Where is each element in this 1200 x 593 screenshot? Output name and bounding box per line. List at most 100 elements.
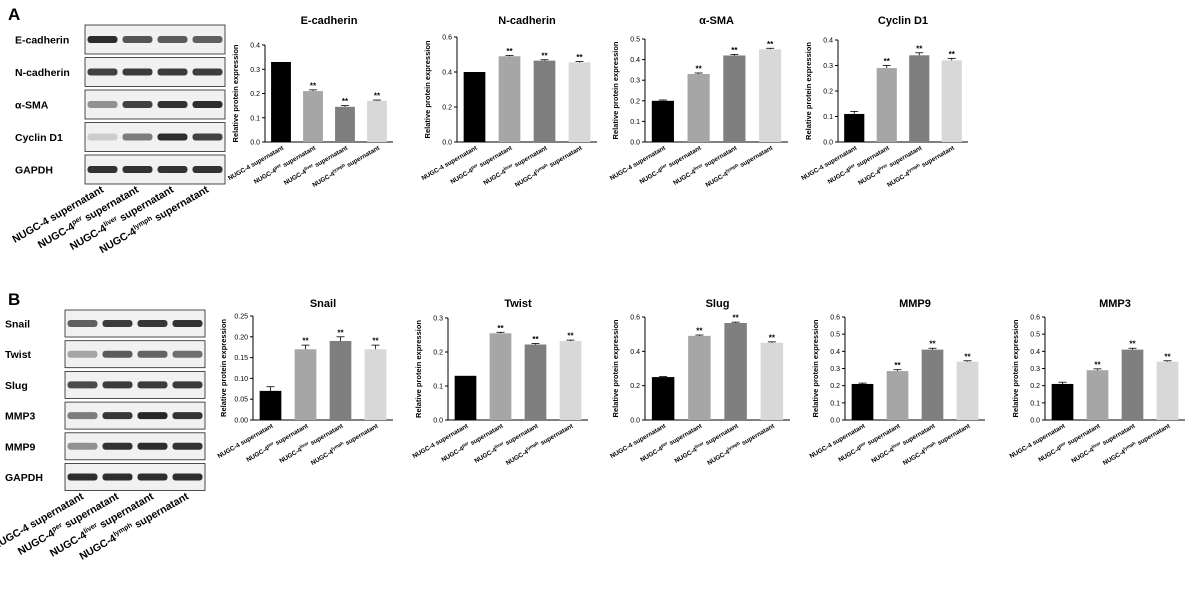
significance-mark: **: [884, 57, 891, 66]
blot-band: [87, 36, 118, 43]
blot-band: [172, 350, 203, 358]
y-tick-label: 0.3: [823, 63, 833, 70]
x-tick-label: NUGC-4liver supernatant: [673, 421, 741, 465]
y-tick-label: 0.0: [823, 140, 833, 147]
blot-band: [137, 381, 168, 389]
y-tick-label: 0.2: [630, 383, 640, 390]
y-tick-label: 0.3: [433, 316, 443, 323]
bar: [294, 349, 317, 420]
significance-mark: **: [894, 361, 901, 370]
x-tick-label: NUGC-4 supernatant: [609, 422, 668, 460]
bar: [335, 106, 355, 142]
y-tick-label: 0.0: [442, 140, 452, 147]
blot-band: [87, 133, 118, 141]
bar: [886, 371, 909, 420]
y-tick-label: 0.2: [823, 89, 833, 96]
x-tick-label: NUGC-4per supernatant: [1037, 421, 1103, 464]
blot-band: [67, 320, 98, 327]
significance-mark: **: [767, 40, 774, 49]
blot-band: [157, 68, 188, 76]
bar: [1086, 370, 1109, 420]
blot-band: [172, 320, 203, 327]
bar: [463, 72, 486, 142]
bar: [454, 375, 477, 420]
blot-band: [172, 473, 203, 481]
y-tick-label: 0.6: [630, 315, 640, 322]
significance-mark: **: [567, 332, 574, 341]
significance-mark: **: [1094, 360, 1101, 369]
band-label: GAPDH: [5, 472, 43, 484]
bar: [651, 100, 674, 142]
y-tick-label: 0.4: [1030, 349, 1040, 356]
chart-title: N-cadherin: [498, 15, 556, 27]
y-tick-label: 0.5: [830, 332, 840, 339]
band-label: α-SMA: [15, 100, 49, 112]
band-label: Slug: [5, 380, 28, 392]
chart-title: Slug: [706, 298, 730, 310]
y-axis-label: Relative protein expression: [423, 40, 432, 138]
blot-band: [172, 442, 203, 450]
y-tick-label: 0.6: [1030, 315, 1040, 322]
x-tick-label: NUGC-4per supernatant: [440, 421, 506, 464]
blot-band: [87, 68, 118, 76]
y-tick-label: 0.2: [250, 91, 260, 98]
significance-mark: **: [916, 44, 923, 53]
x-tick-label: NUGC-4liver supernatant: [482, 143, 550, 187]
chart-7: MMP9 0.0 0.1 0.2 0.3 0.4 0.5 0.6 Relative protei…: [809, 298, 985, 467]
x-tick-label: NUGC-4per supernatant: [837, 421, 903, 464]
significance-mark: **: [576, 53, 583, 62]
x-tick-label: NUGC-4lymph supernatant: [1101, 421, 1172, 467]
blot-band: [122, 133, 153, 141]
chart-title: Cyclin D1: [878, 15, 928, 27]
y-tick-label: 0.4: [830, 349, 840, 356]
chart-title: MMP3: [1099, 298, 1131, 310]
y-tick-label: 0.0: [630, 140, 640, 147]
y-tick-label: 0.1: [830, 400, 840, 407]
bar: [909, 55, 930, 142]
blot-band: [87, 166, 118, 173]
y-tick-label: 0.10: [234, 376, 248, 383]
blot-band: [137, 412, 168, 420]
blot-band: [157, 36, 188, 43]
significance-mark: **: [532, 335, 539, 344]
bar: [921, 349, 944, 420]
bar: [651, 377, 675, 420]
significance-mark: **: [497, 324, 504, 333]
y-tick-label: 0.1: [630, 119, 640, 126]
blot-band: [192, 36, 223, 43]
y-tick-label: 0.2: [442, 105, 452, 112]
y-axis-label: Relative protein expression: [811, 319, 820, 417]
significance-mark: **: [964, 352, 971, 361]
y-tick-label: 0.4: [823, 38, 833, 45]
x-tick-label: NUGC-4lymph supernatant: [705, 421, 776, 467]
bar: [367, 100, 387, 142]
significance-mark: **: [302, 337, 309, 346]
y-tick-label: 0.3: [830, 366, 840, 373]
x-tick-label: NUGC-4 supernatant: [421, 144, 480, 182]
x-tick-label: NUGC-4lymph supernatant: [504, 421, 575, 467]
blot-band: [122, 166, 153, 173]
x-tick-label: NUGC-4 supernatant: [412, 422, 471, 460]
chart-title: α-SMA: [699, 15, 734, 27]
y-axis-label: Relative protein expression: [231, 44, 240, 142]
significance-mark: **: [929, 340, 936, 349]
blot-band: [102, 350, 133, 358]
bar: [1051, 383, 1074, 420]
x-tick-label: NUGC-4 supernatant: [1009, 422, 1068, 460]
blot-band: [102, 412, 133, 420]
band-label: Cyclin D1: [15, 132, 63, 144]
blot-band: [122, 36, 153, 43]
blot-band: [137, 473, 168, 481]
bar: [724, 323, 747, 420]
blot-band: [87, 101, 118, 108]
blot-band: [157, 133, 188, 141]
chart-0: E-cadherin 0.0 0.1 0.2 0.3 0.4 Relative protei…: [227, 15, 393, 189]
chart-title: Twist: [504, 298, 532, 310]
significance-mark: **: [1129, 340, 1136, 349]
y-tick-label: 0.0: [830, 418, 840, 425]
chart-6: Slug 0.0 0.2 0.4 0.6 Relative protein express…: [609, 298, 790, 467]
chart-title: MMP9: [899, 298, 931, 310]
chart-title: Snail: [310, 298, 336, 310]
